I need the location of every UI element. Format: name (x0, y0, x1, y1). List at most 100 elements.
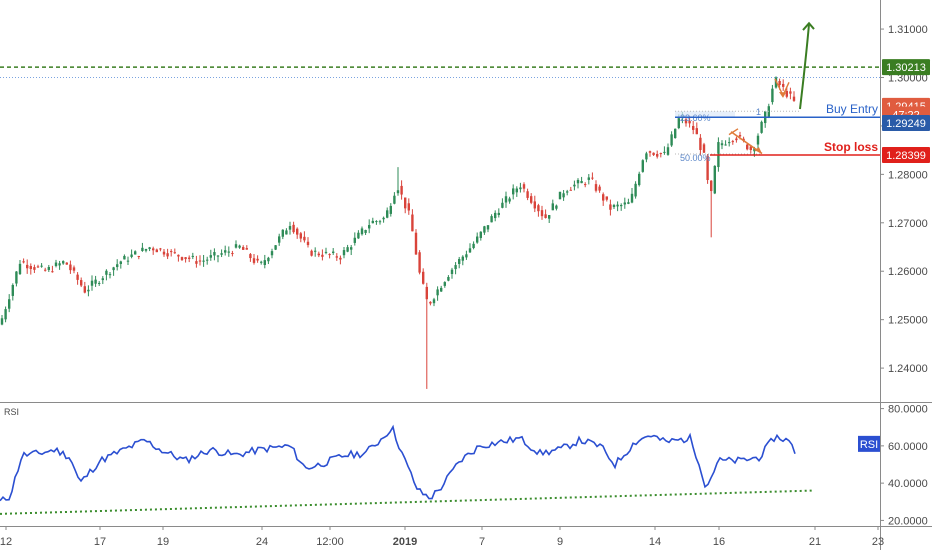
candle-body (738, 135, 742, 137)
time-tick-label: 12:00 (316, 536, 344, 548)
candle-body (36, 266, 40, 268)
candle-body (530, 196, 533, 203)
candle-body (94, 279, 97, 284)
candle-body (382, 217, 385, 220)
candle-body (278, 236, 281, 243)
time-tick-label: 24 (256, 536, 268, 548)
candle-body (148, 247, 151, 250)
candle-body (771, 88, 774, 103)
candle-body (40, 265, 43, 267)
candle-body (256, 258, 259, 261)
rsi-line (0, 424, 796, 502)
candle-body (674, 128, 677, 139)
candle-body (108, 274, 112, 276)
candle-body (436, 289, 439, 296)
candle-body (692, 125, 695, 130)
time-tick-label: 21 (809, 536, 821, 548)
target-arrow (799, 24, 810, 110)
candle-body (659, 153, 662, 155)
candle-body (173, 252, 176, 254)
candle-body (476, 236, 479, 243)
candle-body (645, 153, 648, 160)
candle-body (638, 173, 641, 186)
candle-body (310, 250, 313, 256)
candle-body (609, 204, 612, 210)
candle-body (105, 270, 108, 275)
candle-body (299, 233, 302, 239)
candle-body (0, 318, 4, 325)
candle-body (368, 225, 371, 229)
candle-body (573, 184, 576, 187)
candle-body (591, 177, 594, 179)
price-tick-label: 1.30000 (888, 72, 928, 84)
candle-body (580, 181, 583, 184)
candle-body (33, 267, 36, 270)
fib-zone (675, 111, 735, 118)
rsi-tick-label: 60.0000 (888, 441, 928, 453)
candle-body (177, 254, 180, 257)
candle-body (44, 269, 47, 271)
candle-body (375, 221, 378, 223)
candle-body (648, 151, 652, 153)
candle-body (72, 267, 76, 271)
price-tag-bg (882, 115, 930, 132)
candle-body (98, 282, 101, 284)
candle-body (720, 143, 724, 146)
price-tick-label: 1.27000 (888, 218, 928, 230)
candle-body (566, 191, 569, 193)
candle-body (29, 265, 32, 270)
rsi-tag-label: RSI (860, 439, 878, 451)
candle-body (702, 144, 706, 153)
rsi-tick-label: 80.0000 (888, 404, 928, 416)
time-tick-label: 16 (713, 536, 725, 548)
candle-body (699, 137, 702, 150)
candle-body (731, 141, 734, 143)
candle-body (198, 260, 202, 262)
candle-body (335, 256, 338, 258)
candle-body (605, 196, 608, 200)
flag-arrow-head (754, 147, 762, 154)
candle-body (166, 253, 169, 257)
candle-body (195, 261, 198, 264)
candle-body (206, 259, 209, 261)
candle-body (54, 262, 58, 266)
candle-body (123, 255, 126, 260)
candle-body (425, 286, 428, 300)
rsi-pane-title: RSI (4, 407, 19, 417)
time-tick-label: 9 (557, 536, 563, 548)
candle-body (602, 194, 605, 201)
candle-body (562, 193, 565, 198)
candle-body (191, 255, 194, 257)
candle-body (677, 118, 680, 129)
candle-body (292, 224, 295, 233)
candle-body (314, 250, 317, 252)
price-tick-label: 1.24000 (888, 363, 928, 375)
price-tick-label: 1.28000 (888, 169, 928, 181)
flag-arrow-up (728, 128, 739, 136)
candle-body (688, 120, 691, 124)
candle-body (224, 250, 227, 253)
rsi-tick-label: 20.0000 (888, 515, 928, 527)
candle-body (342, 250, 346, 256)
fib-label-23: 23.60% (680, 113, 711, 123)
time-tick-label: 19 (157, 536, 169, 548)
candle-body (479, 231, 482, 238)
candle-body (576, 179, 580, 184)
candle-body (465, 254, 468, 258)
candle-body (396, 190, 400, 194)
candle-body (512, 188, 515, 195)
candle-body (220, 253, 223, 255)
candle-body (134, 251, 137, 255)
candle-body (663, 151, 666, 153)
candle-body (62, 261, 65, 264)
candle-body (65, 262, 68, 265)
candle-body (544, 214, 547, 218)
candle-body (306, 241, 310, 246)
candle-body (461, 256, 464, 261)
candle-body (83, 286, 86, 293)
candle-body (414, 232, 418, 255)
candle-body (152, 248, 155, 251)
candle-body (346, 247, 349, 252)
